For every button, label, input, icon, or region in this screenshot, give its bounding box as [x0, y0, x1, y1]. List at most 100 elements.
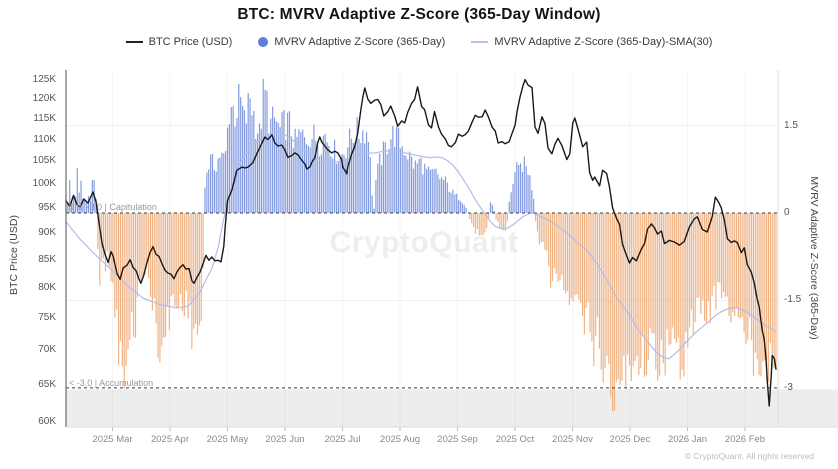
zscore-bar — [179, 213, 182, 295]
zscore-bar — [142, 213, 144, 277]
zscore-bar — [630, 213, 632, 381]
zscore-bar — [640, 213, 642, 368]
price-axis-tick-label: 70K — [38, 344, 56, 356]
zscore-bar — [172, 213, 174, 295]
zscore-bar — [726, 213, 728, 297]
zscore-bar — [469, 213, 471, 220]
zscore-bar — [459, 200, 462, 213]
zscore-axis-tick-label: -3 — [784, 381, 793, 393]
zscore-bar — [600, 213, 602, 370]
legend-item-zscore-sma[interactable]: MVRV Adaptive Z-Score (365-Day)-SMA(30) — [471, 36, 712, 48]
zscore-bar — [401, 146, 403, 213]
zscore-bar — [516, 162, 518, 213]
zscore-bar — [489, 202, 492, 213]
zscore-bar — [585, 213, 587, 308]
zscore-bar — [465, 207, 467, 213]
zscore-bar — [555, 213, 557, 274]
zscore-bar — [534, 213, 537, 221]
zscore-bar — [735, 213, 738, 309]
zscore-bar — [420, 157, 422, 213]
zscore-bar — [628, 213, 631, 366]
zscore-bar — [97, 213, 99, 250]
zscore-bar — [315, 140, 317, 213]
zscore-bar — [320, 154, 323, 213]
zscore-bar — [337, 162, 339, 213]
x-axis-tick-label: 2026 Feb — [724, 434, 766, 445]
zscore-bar — [491, 204, 493, 213]
zscore-bar — [339, 156, 341, 213]
zscore-bar — [283, 109, 285, 213]
zscore-bar — [668, 213, 670, 346]
price-axis-tick-label: 115K — [33, 112, 56, 124]
zscore-bar — [380, 165, 383, 213]
zscore-bar — [486, 213, 488, 229]
zscore-bar — [739, 213, 741, 319]
zscore-bar — [240, 97, 242, 213]
zscore-bar — [270, 118, 272, 213]
price-axis-tick-label: 100K — [32, 177, 56, 189]
zscore-bar — [627, 213, 629, 355]
zscore-bar — [206, 172, 208, 213]
zscore-bar — [694, 213, 696, 323]
legend-item-zscore[interactable]: MVRV Adaptive Z-Score (365-Day) — [258, 36, 445, 48]
zscore-bar — [74, 196, 76, 213]
zscore-bar — [745, 213, 747, 345]
zscore-bar — [313, 124, 315, 213]
zscore-bar — [760, 213, 762, 377]
zscore-bar — [395, 126, 398, 213]
zscore-bar — [104, 213, 107, 272]
zscore-bar — [287, 112, 289, 213]
zscore-bar — [262, 78, 264, 213]
btc-price-line — [65, 78, 777, 407]
price-axis-tick-label: 65K — [38, 378, 56, 390]
zscore-bar — [234, 126, 236, 213]
zscore-bar — [277, 122, 279, 213]
zscore-bar — [484, 213, 486, 233]
zscore-bar — [230, 107, 232, 213]
zscore-bar — [747, 213, 749, 340]
zscore-bar — [256, 133, 259, 213]
zscore-bar — [208, 169, 210, 213]
zscore-bar — [550, 213, 552, 288]
zscore-bar — [508, 201, 510, 213]
zscore-bar — [87, 195, 90, 213]
zscore-bar — [463, 204, 465, 213]
zscore-bar — [384, 142, 386, 213]
zscore-bar — [76, 168, 78, 213]
price-axis-tick-label: 110K — [33, 133, 56, 145]
zscore-bar — [352, 142, 354, 213]
zscore-bar — [715, 213, 717, 310]
zscore-bar — [437, 174, 439, 213]
x-axis-tick-label: 2025 Apr — [150, 434, 190, 445]
zscore-bar — [258, 123, 261, 213]
zscore-bar — [360, 143, 362, 213]
zscore-bar — [743, 213, 745, 333]
zscore-bar — [621, 213, 623, 381]
zscore-bar — [576, 213, 578, 295]
zscore-bar — [581, 213, 584, 316]
zscore-bar — [424, 163, 426, 213]
zscore-bar — [685, 213, 687, 333]
zscore-axis-tick-label: 1.5 — [784, 119, 798, 131]
zscore-bar — [288, 111, 291, 213]
zscore-bar — [474, 213, 477, 234]
zscore-bar — [414, 160, 416, 213]
copyright-note: © CryptoQuant. All rights reserved — [684, 451, 814, 461]
zscore-bar — [341, 154, 343, 213]
zscore-bar — [397, 127, 400, 213]
zscore-bar — [732, 213, 734, 313]
zscore-bar — [429, 169, 431, 213]
zscore-bar — [78, 192, 80, 213]
zscore-bar — [737, 213, 740, 318]
zscore-bar — [606, 213, 608, 356]
zscore-bar — [322, 135, 324, 213]
zscore-bar — [189, 213, 191, 302]
zscore-bar — [247, 92, 249, 213]
legend-item-btc-price[interactable]: BTC Price (USD) — [125, 36, 232, 48]
zscore-bar — [643, 213, 646, 377]
zscore-bar — [454, 194, 456, 213]
zscore-bar — [598, 213, 601, 349]
zscore-bar — [572, 213, 574, 302]
zscore-bar — [655, 213, 657, 370]
